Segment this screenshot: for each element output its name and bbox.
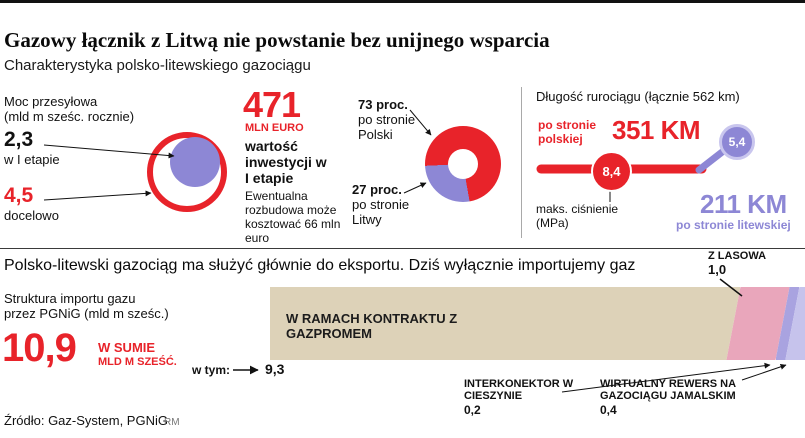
- capacity-target-value: 4,5: [4, 184, 34, 207]
- poland-share-value: 73 proc.: [358, 97, 408, 112]
- lithuania-pressure-badge: 5,4: [719, 124, 755, 160]
- jamal-label: WIRTUALNY REWERS NA GAZOCIĄGU JAMALSKIM: [600, 378, 736, 402]
- capacity-stage1-value: 2,3: [4, 128, 34, 151]
- lithuania-side-label: po stronie litewskiej: [676, 218, 791, 232]
- investment-note: Ewentualna rozbudowa może kosztować 66 m…: [245, 189, 341, 245]
- capacity-title: Moc przesyłowa: [4, 94, 98, 109]
- imports-total-label-2: MLD M SZEŚĆ.: [98, 356, 177, 368]
- imports-subtitle: przez PGNiG (mld m sześc.): [4, 306, 169, 321]
- cost-split-donut: [425, 126, 501, 202]
- credit: RM: [164, 417, 180, 428]
- investment-label: wartość inwestycji w I etapie: [245, 138, 327, 186]
- top-rule: [0, 0, 805, 3]
- lithuania-share-value: 27 proc.: [352, 182, 402, 197]
- capacity-target-ring: [147, 132, 227, 212]
- gazprom-bar-label: W RAMACH KONTRAKTU Z GAZPROMEM: [286, 311, 458, 341]
- source: Źródło: Gaz-System, PGNiG: [4, 413, 168, 428]
- of-which-label: w tym:: [192, 363, 231, 377]
- gazprom-value: 9,3: [265, 361, 285, 377]
- lithuania-km: 211 KM: [700, 189, 787, 219]
- bar-segment-gazprom: [270, 287, 740, 360]
- capacity-stage1-label: w I etapie: [4, 152, 60, 167]
- capacity-unit: (mld m sześc. rocznie): [4, 109, 135, 124]
- lasow-label: Z LASOWA: [708, 250, 767, 262]
- section-divider: [0, 248, 805, 249]
- jamal-value: 0,4: [600, 403, 617, 417]
- length-title: Długość rurociągu (łącznie 562 km): [536, 89, 740, 104]
- vertical-divider: [521, 87, 522, 238]
- investment-unit: MLN EURO: [245, 122, 304, 134]
- headline: Gazowy łącznik z Litwą nie powstanie bez…: [4, 28, 550, 53]
- poland-pressure-badge: 8,4: [591, 151, 632, 192]
- poland-share-label: po stronie Polski: [358, 112, 416, 142]
- capacity-stage1-circle: [170, 137, 220, 187]
- import-bar: W RAMACH KONTRAKTU Z GAZPROMEM: [270, 287, 805, 360]
- cieszyn-label: INTERKONEKTOR W CIESZYNIE: [464, 378, 574, 402]
- imports-total-label-1: W SUMIE: [98, 340, 156, 355]
- poland-km: 351 KM: [612, 115, 701, 145]
- imports-total-value: 10,9: [2, 326, 77, 370]
- capacity-target-label: docelowo: [4, 208, 59, 223]
- investment-value: 471: [243, 84, 301, 125]
- section2-title: Polsko-litewski gazociąg ma służyć główn…: [4, 257, 636, 274]
- cieszyn-value: 0,2: [464, 403, 481, 417]
- poland-side-label: po stronie polskiej: [538, 118, 597, 146]
- imports-title: Struktura importu gazu: [4, 291, 136, 306]
- lithuania-share-label: po stronie Litwy: [352, 197, 410, 227]
- subtitle: Charakterystyka polsko-litewskiego gazoc…: [4, 57, 311, 74]
- lasow-value: 1,0: [708, 262, 727, 277]
- pressure-label: maks. ciśnienie (MPa): [536, 202, 619, 230]
